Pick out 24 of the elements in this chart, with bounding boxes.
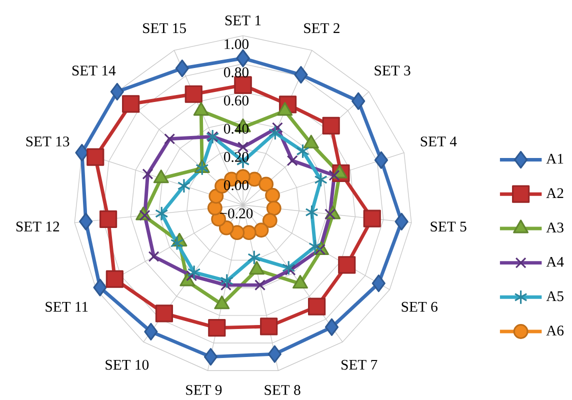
legend-label: A6	[546, 326, 564, 336]
spoke-label: SET 2	[304, 23, 340, 34]
spoke-label: SET 12	[16, 222, 60, 232]
spoke-label: SET 13	[26, 136, 70, 146]
spoke-label: SET 15	[143, 23, 186, 34]
spoke-label: SET 5	[430, 222, 466, 232]
legend-label: A1	[546, 154, 564, 164]
spoke-label: SET 3	[374, 66, 410, 76]
legend-label: A2	[546, 188, 564, 198]
spoke-label: SET 6	[402, 302, 438, 312]
legend-label: A3	[546, 222, 564, 232]
y-tick-label: 1.00	[224, 39, 249, 50]
spoke-label: SET 7	[342, 360, 378, 370]
spoke-label: SET 8	[264, 385, 300, 395]
spoke-label: SET 11	[46, 302, 88, 312]
legend-label: A5	[546, 291, 564, 302]
spoke-label: SET 10	[106, 360, 149, 370]
spoke-label: SET 9	[186, 385, 222, 395]
spoke-label: SET 1	[225, 16, 261, 26]
y-tick-label: 0.80	[224, 67, 249, 78]
legend-label: A4	[546, 256, 564, 267]
spoke-label: SET 4	[420, 136, 457, 146]
y-tick-label: 0.60	[224, 96, 249, 106]
spoke-label: SET 14	[72, 66, 116, 76]
